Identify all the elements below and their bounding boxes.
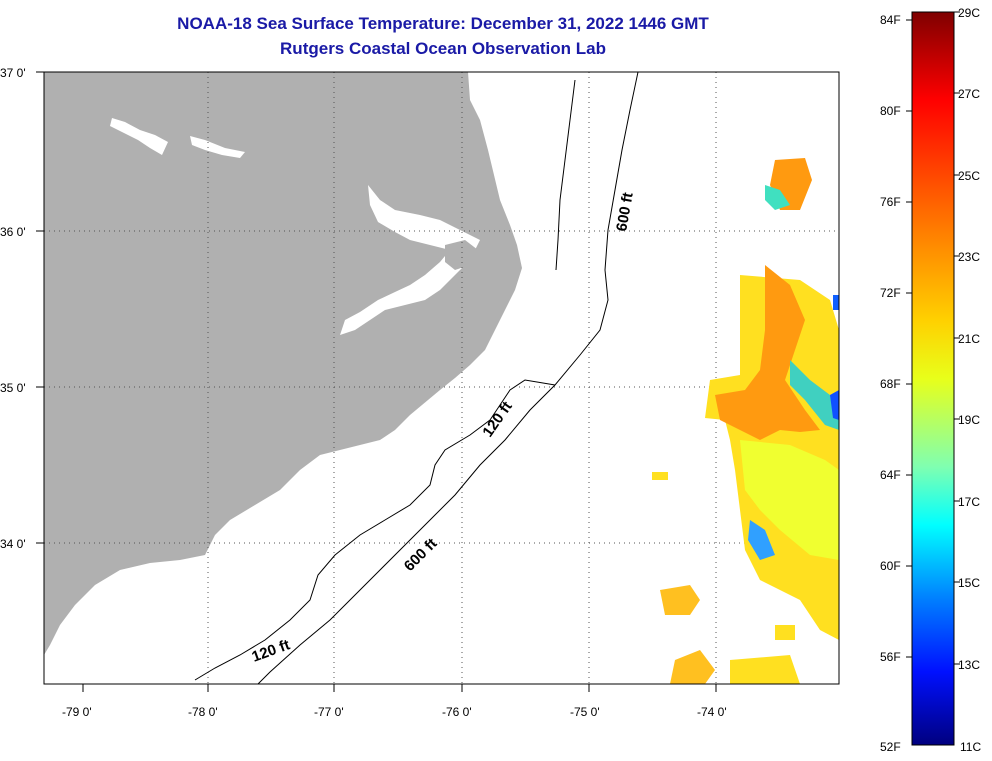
cb-c-23: 23C [958,250,980,264]
cb-f-72: 72F [880,286,901,300]
contour-600ft-line [257,72,639,684]
cb-f-76: 76F [880,195,901,209]
river-1 [110,118,168,155]
lon-label-78: -78 0' [188,705,218,719]
cb-c-17: 17C [958,495,980,509]
lon-label-76: -76 0' [442,705,472,719]
plot-border [43,71,840,685]
tick-marks [36,71,717,692]
sst-data [652,158,839,684]
cb-c-29: 29C [958,6,980,20]
cb-f-80: 80F [880,104,901,118]
grid-lines [44,72,839,684]
map-title: NOAA-18 Sea Surface Temperature: Decembe… [177,14,709,33]
lon-label-77: -77 0' [314,705,344,719]
lat-label-37: 37 0' [0,66,26,80]
contour-label-600-upper: 600 ft [613,191,637,233]
cb-f-56: 56F [880,650,901,664]
lat-label-34: 34 0' [0,537,26,551]
cb-c-21: 21C [958,332,980,346]
cb-f-60: 60F [880,559,901,573]
cb-c-13: 13C [958,658,980,672]
lon-label-74: -74 0' [697,705,727,719]
cb-f-68: 68F [880,377,901,391]
lat-label-36: 36 0' [0,225,26,239]
pamlico-inner [445,240,478,270]
cb-c-25: 25C [958,169,980,183]
colorbar-ticks [906,11,960,665]
cb-f-84: 84F [880,13,901,27]
cb-c-15: 15C [958,576,980,590]
sound-water [340,185,480,335]
lon-label-75: -75 0' [570,705,600,719]
river-2 [190,136,245,158]
lat-label-35: 35 0' [0,381,26,395]
lon-label-79: -79 0' [62,705,92,719]
cb-c-11: 11C [960,740,981,754]
cb-c-27: 27C [958,87,980,101]
colorbar [911,11,955,746]
cb-c-19: 19C [958,413,980,427]
contour-120ft-line [194,379,556,681]
shelf-edge-detail [555,79,576,271]
cb-f-52: 52F [880,740,901,754]
map-subtitle: Rutgers Coastal Ocean Observation Lab [280,39,606,58]
cb-f-64: 64F [880,468,901,482]
